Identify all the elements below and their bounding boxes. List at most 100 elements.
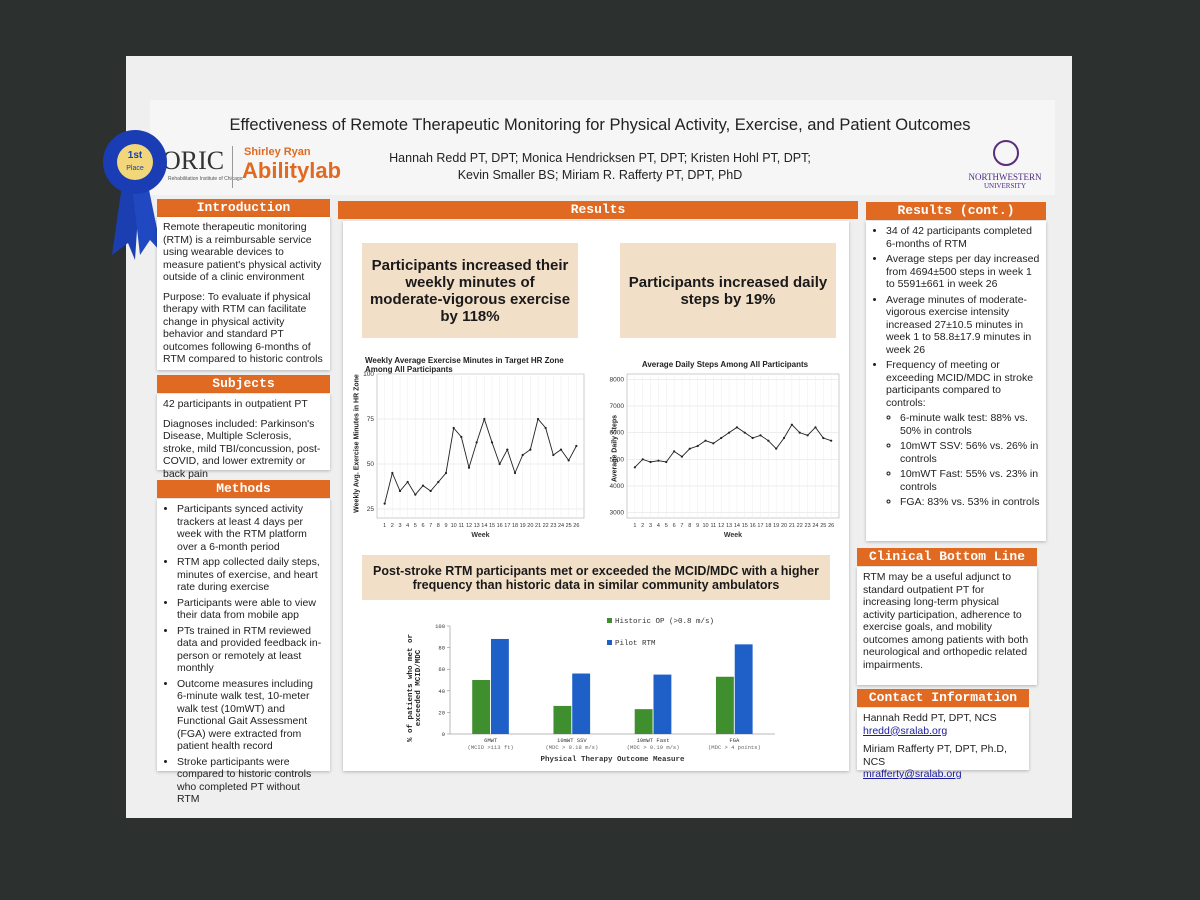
y-tick-label: 100 <box>363 371 374 378</box>
x-tick-label: 24 <box>812 523 818 529</box>
data-point <box>475 441 478 444</box>
y-tick-label: 60 <box>438 666 445 673</box>
data-point <box>775 447 778 450</box>
plot-area <box>376 373 585 519</box>
data-point <box>383 502 386 505</box>
y-tick-label: 25 <box>367 506 375 513</box>
x-tick-label: 18 <box>765 523 771 529</box>
x-tick-label: 8 <box>688 523 691 529</box>
section-heading: Results <box>338 201 858 219</box>
subjects-box: 42 participants in outpatient PT Diagnos… <box>157 394 330 480</box>
x-tick-note: (MDC > 0.18 m/s) <box>545 744 598 751</box>
contact-email[interactable]: mrafferty@sralab.org <box>863 768 962 780</box>
ribbon-tail <box>112 185 140 260</box>
x-axis-label: Week <box>471 532 489 539</box>
section-heading: Results (cont.) <box>866 202 1046 220</box>
list-item: Stroke participants were compared to his… <box>177 756 324 806</box>
data-point <box>790 423 793 426</box>
x-tick-label: 20 <box>781 523 787 529</box>
title-bar <box>150 100 1055 195</box>
legend-label: Pilot RTM <box>615 640 656 648</box>
list-item: Average minutes of moderate-vigorous exe… <box>886 294 1040 357</box>
list-item: Frequency of meeting or exceeding MCID/M… <box>886 359 1040 409</box>
data-point <box>830 439 833 442</box>
legend-swatch <box>607 640 612 645</box>
data-point <box>513 471 517 475</box>
x-tick-label: 11 <box>711 523 717 529</box>
data-point <box>751 436 754 440</box>
callout: Participants increased daily steps by 19… <box>620 243 836 338</box>
x-tick-label: 21 <box>535 523 541 529</box>
plot-area <box>626 373 840 519</box>
author-line: Hannah Redd PT, DPT; Monica Hendricksen … <box>389 151 811 165</box>
section-heading: Introduction <box>157 199 330 217</box>
data-point <box>680 455 684 458</box>
list-item: PTs trained in RTM reviewed data and pro… <box>177 625 324 675</box>
y-tick-label: 3000 <box>610 510 625 517</box>
x-tick-label: 1 <box>383 523 386 529</box>
sub-item: 6-minute walk test: 88% vs. 50% in contr… <box>900 412 1040 437</box>
author-line: Kevin Smaller BS; Miriam R. Rafferty PT,… <box>457 168 743 182</box>
data-point <box>567 459 570 462</box>
nu-seal <box>993 140 1019 166</box>
x-tick-label: 23 <box>805 523 811 529</box>
data-point <box>704 439 707 442</box>
data-point <box>544 426 547 430</box>
data-point <box>529 448 532 451</box>
ribbon-rank: 1st <box>128 150 143 161</box>
y-tick-label: 6000 <box>610 430 625 437</box>
methods-list: Participants synced activity trackers at… <box>163 503 324 806</box>
data-point <box>483 417 486 421</box>
section-heading: Contact Information <box>857 689 1029 707</box>
chart-title: Weekly Average Exercise Minutes in Targe… <box>365 356 564 374</box>
logo-ric-sub: Rehabilitation Institute of Chicago <box>168 176 243 182</box>
data-point <box>521 453 524 457</box>
bar <box>653 674 672 734</box>
ribbon-center <box>117 144 153 180</box>
x-tick-label: 6 <box>421 523 424 529</box>
x-tick-label: 15 <box>742 523 748 529</box>
x-tick-label: 16 <box>497 523 503 529</box>
bar <box>472 680 491 734</box>
x-tick-label: 2 <box>391 523 394 529</box>
x-tick-label: 17 <box>504 523 510 529</box>
sub-list: 6-minute walk test: 88% vs. 50% in contr… <box>886 412 1040 509</box>
list-item: 34 of 42 participants completed 6-months… <box>886 225 1040 250</box>
callout: Participants increased their weekly minu… <box>362 243 578 338</box>
x-tick-label: 14 <box>734 523 740 529</box>
data-point <box>720 436 723 440</box>
data-point <box>575 444 578 448</box>
y-tick-label: 8000 <box>610 376 625 383</box>
list-item: RTM app collected daily steps, minutes o… <box>177 556 324 594</box>
logo-ric: ORIC <box>162 146 225 175</box>
intro-box: Remote therapeutic monitoring (RTM) is a… <box>157 217 330 370</box>
logo-nu-sub: UNIVERSITY <box>984 182 1026 190</box>
x-tick-label: 19 <box>773 523 779 529</box>
bar <box>572 673 591 734</box>
x-tick-label: 21 <box>789 523 795 529</box>
x-tick-label: 17 <box>757 523 763 529</box>
x-tick-label: 4 <box>406 523 409 529</box>
banner: Post-stroke RTM participants met or exce… <box>362 555 830 600</box>
data-point <box>665 460 668 464</box>
y-tick-label: 0 <box>442 731 445 738</box>
y-tick-label: 40 <box>438 688 445 695</box>
paragraph: 42 participants in outpatient PT <box>163 398 308 410</box>
bar <box>490 638 509 734</box>
contact-email[interactable]: hredd@sralab.org <box>863 724 948 737</box>
contact-name: Miriam Rafferty PT, DPT, Ph.D, NCS <box>863 743 1007 768</box>
data-point <box>429 489 432 493</box>
data-point <box>806 434 809 437</box>
contact-box: Hannah Redd PT, DPT, NCS hredd@sralab.or… <box>857 708 1029 780</box>
x-tick-label: 4 <box>657 523 660 529</box>
x-tick-label: 15 <box>489 523 495 529</box>
results-list: 34 of 42 participants completed 6-months… <box>872 225 1040 509</box>
bar <box>553 705 572 734</box>
ribbon-text: Place <box>126 165 144 172</box>
ribbon: 1st Place <box>103 130 167 260</box>
x-tick-label: 2 <box>641 523 644 529</box>
contact-name: Hannah Redd PT, DPT, NCS <box>863 712 997 724</box>
